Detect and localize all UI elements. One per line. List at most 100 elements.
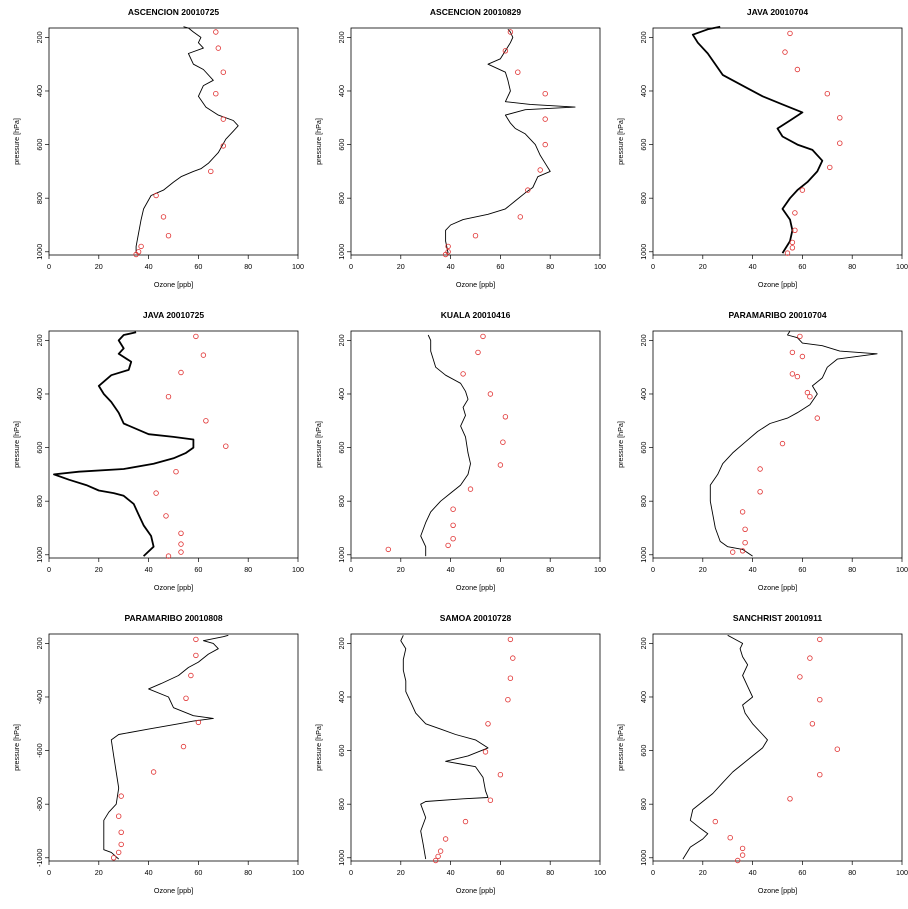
- model-point: [787, 30, 793, 37]
- sonde-profile-line: [445, 28, 576, 254]
- x-tick-label: 40: [145, 262, 153, 271]
- y-tick-label: 200: [337, 637, 346, 649]
- y-axis-label: pressure [hPa]: [616, 421, 625, 468]
- x-axis-label: Ozone [ppb]: [154, 886, 193, 895]
- model-point: [502, 414, 509, 420]
- y-tick-label: 1000: [337, 547, 346, 563]
- y-tick-label: 400: [337, 388, 346, 400]
- y-tick-label: 600: [337, 745, 346, 757]
- y-tick-label: 800: [639, 192, 648, 204]
- model-point: [789, 245, 796, 251]
- model-point: [525, 187, 531, 193]
- ozone-profile-panel: KUALA 20010416 0 20 40 60 80 100 200 400 600 800 10…: [307, 303, 609, 606]
- x-tick-label: 20: [397, 868, 405, 877]
- model-point: [115, 849, 122, 856]
- model-point: [467, 486, 474, 492]
- model-point: [797, 674, 803, 680]
- model-point: [188, 672, 194, 679]
- x-tick-label: 20: [699, 565, 707, 574]
- y-tick-label: 1000: [639, 850, 648, 866]
- x-tick-label: 20: [95, 868, 103, 877]
- chart-title: KUALA 20010416: [441, 310, 511, 320]
- model-point: [794, 66, 801, 73]
- model-point: [742, 539, 748, 546]
- x-tick-label: 60: [496, 868, 504, 877]
- x-tick-label: 0: [651, 868, 655, 877]
- y-axis-label: pressure [hPa]: [12, 421, 21, 468]
- model-point: [817, 636, 823, 643]
- plot-frame: [48, 633, 299, 862]
- model-point: [445, 542, 451, 549]
- ozone-profile-chart: SANCHRIST 20010911 0 20 40 60 80 100 200 400 600 8…: [616, 613, 908, 895]
- ozone-profile-chart: PARAMARIBO 20010808 0 20 40 60 80 100 200 -400 -6…: [12, 613, 304, 895]
- y-tick-label: 600: [35, 442, 44, 454]
- model-point: [787, 796, 793, 802]
- model-point: [153, 490, 159, 496]
- model-point: [220, 143, 226, 149]
- model-point: [220, 69, 226, 75]
- x-tick-label: 20: [699, 868, 707, 877]
- y-axis-label: pressure [hPa]: [12, 724, 21, 771]
- model-point: [200, 352, 207, 358]
- plot-frame: [652, 27, 903, 256]
- chart-title: SANCHRIST 20010911: [733, 613, 823, 623]
- model-point: [165, 393, 172, 400]
- model-point: [173, 468, 179, 475]
- ozone-profile-panel: SAMOA 20010728 0 20 40 60 80 100 200 400 600 800 10…: [307, 606, 609, 909]
- x-tick-label: 100: [896, 868, 908, 877]
- y-tick-label: 600: [337, 442, 346, 454]
- x-tick-label: 100: [594, 868, 606, 877]
- model-point: [797, 333, 803, 340]
- x-tick-label: 100: [896, 565, 908, 574]
- model-point: [827, 164, 833, 171]
- x-tick-label: 100: [292, 262, 304, 271]
- y-tick-label: 1000: [337, 850, 346, 866]
- model-point: [515, 69, 521, 75]
- y-tick-label: 800: [337, 192, 346, 204]
- ozone-profile-chart: KUALA 20010416 0 20 40 60 80 100 200 400 600 800 10…: [314, 310, 606, 592]
- x-tick-label: 60: [194, 868, 202, 877]
- model-point: [432, 857, 439, 864]
- model-point: [462, 818, 469, 825]
- y-tick-label: 200: [639, 637, 648, 649]
- y-tick-label: 800: [337, 495, 346, 507]
- model-point: [727, 834, 733, 841]
- y-tick-label: 200: [35, 637, 44, 649]
- model-point: [542, 116, 548, 122]
- model-point: [215, 45, 221, 51]
- model-point: [163, 513, 169, 519]
- model-point: [118, 841, 124, 848]
- model-point: [784, 250, 791, 256]
- model-point: [729, 549, 736, 555]
- model-point: [133, 251, 139, 258]
- y-tick-label: 1000: [35, 547, 44, 563]
- model-point: [739, 845, 746, 852]
- x-axis-label: Ozone [ppb]: [758, 280, 797, 289]
- x-tick-label: 0: [349, 868, 353, 877]
- model-point: [505, 696, 511, 703]
- y-axis-label: pressure [hPa]: [314, 421, 323, 468]
- model-point: [537, 167, 543, 173]
- ozone-profile-panel: SANCHRIST 20010911 0 20 40 60 80 100 200 400 600 8…: [609, 606, 908, 909]
- y-tick-label: 1000: [337, 244, 346, 260]
- x-tick-label: 80: [546, 262, 554, 271]
- model-point: [118, 829, 124, 835]
- x-tick-label: 100: [594, 262, 606, 271]
- y-tick-label: 200: [639, 334, 648, 346]
- model-point: [817, 771, 823, 778]
- y-tick-label: 1000: [639, 244, 648, 260]
- y-tick-label: 1000: [639, 547, 648, 563]
- model-point: [183, 695, 189, 701]
- model-point: [789, 239, 796, 246]
- x-tick-label: 60: [798, 868, 806, 877]
- y-tick-label: 400: [35, 85, 44, 97]
- ozone-profile-chart: JAVA 20010704 0 20 40 60 80 100 200 400 600 800 100…: [616, 7, 908, 289]
- y-tick-label: -1000: [35, 849, 44, 867]
- model-point: [165, 232, 172, 239]
- ozone-profile-chart: SAMOA 20010728 0 20 40 60 80 100 200 400 600 800 10…: [314, 613, 606, 895]
- x-tick-label: 0: [651, 262, 655, 271]
- model-point: [507, 29, 514, 35]
- x-tick-label: 80: [848, 565, 856, 574]
- model-point: [385, 546, 391, 553]
